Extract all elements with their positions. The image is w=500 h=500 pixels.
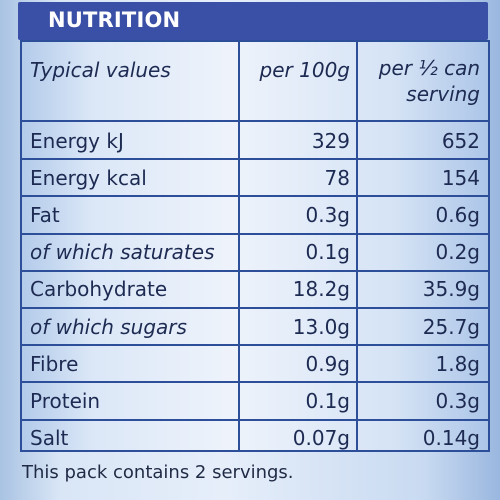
value-per-100g: 0.07g [292,426,350,451]
value-per-100g: 13.0g [292,314,350,339]
value-per-100g: 0.3g [305,202,350,227]
nutrition-header: NUTRITION [18,2,488,40]
nutrient-label: Fat [30,202,60,227]
header-typical-values-label: Typical values [30,58,171,82]
row-divider [22,232,488,235]
table-row: of which saturates 0.1g 0.2g [22,234,488,271]
table-row: Salt 0.07g 0.14g [22,420,488,457]
header-per-100g-label: per 100g [259,58,350,82]
value-per-serving: 1.8g [435,351,480,376]
value-per-100g: 0.1g [305,388,350,413]
table-row: of which sugars 13.0g 25.7g [22,308,488,345]
value-per-100g: 0.9g [305,351,350,376]
nutrient-label: Carbohydrate [30,277,168,302]
value-per-serving: 0.6g [435,202,480,227]
header-divider [22,120,488,122]
row-divider [22,158,488,161]
row-divider [22,418,488,421]
nutrition-title: NUTRITION [48,8,181,32]
table-header-row: Typical values per 100g per ½ can servin… [22,42,488,120]
table-row: Energy kJ 329 652 [22,122,488,159]
table-row: Fat 0.3g 0.6g [22,196,488,233]
nutrient-label: Energy kcal [30,165,147,190]
value-per-100g: 329 [311,128,350,153]
value-per-serving: 0.2g [435,240,480,265]
table-row: Carbohydrate 18.2g 35.9g [22,271,488,308]
nutrient-label: of which sugars [30,314,187,339]
nutrient-label: of which saturates [30,240,215,265]
nutrient-label: Protein [30,388,101,413]
row-divider [22,269,488,272]
header-typical-values: Typical values [22,42,240,120]
value-per-serving: 0.14g [422,426,480,451]
column-divider [238,42,240,450]
header-per-serving-line1: per ½ can [378,56,480,80]
table-row: Protein 0.1g 0.3g [22,382,488,419]
value-per-serving: 652 [441,128,480,153]
row-divider [22,381,488,384]
value-per-100g: 0.1g [305,240,350,265]
value-per-100g: 78 [324,165,350,190]
value-per-serving: 0.3g [435,388,480,413]
value-per-100g: 18.2g [292,277,350,302]
nutrient-label: Fibre [30,351,79,376]
value-per-serving: 154 [441,165,480,190]
table-row: Fibre 0.9g 1.8g [22,345,488,382]
header-per-serving: per ½ can serving [358,42,488,120]
value-per-serving: 25.7g [422,314,480,339]
row-divider [22,307,488,309]
row-divider [22,344,488,347]
nutrient-label: Salt [30,426,69,451]
row-divider [22,195,488,198]
table-row: Energy kcal 78 154 [22,159,488,196]
column-divider [356,42,358,450]
nutrient-label: Energy kJ [30,128,124,153]
header-per-serving-line2: serving [406,82,480,106]
servings-note: This pack contains 2 servings. [22,462,294,483]
header-per-100g: per 100g [240,42,358,120]
value-per-serving: 35.9g [422,277,480,302]
nutrition-table: Typical values per 100g per ½ can servin… [20,40,490,452]
